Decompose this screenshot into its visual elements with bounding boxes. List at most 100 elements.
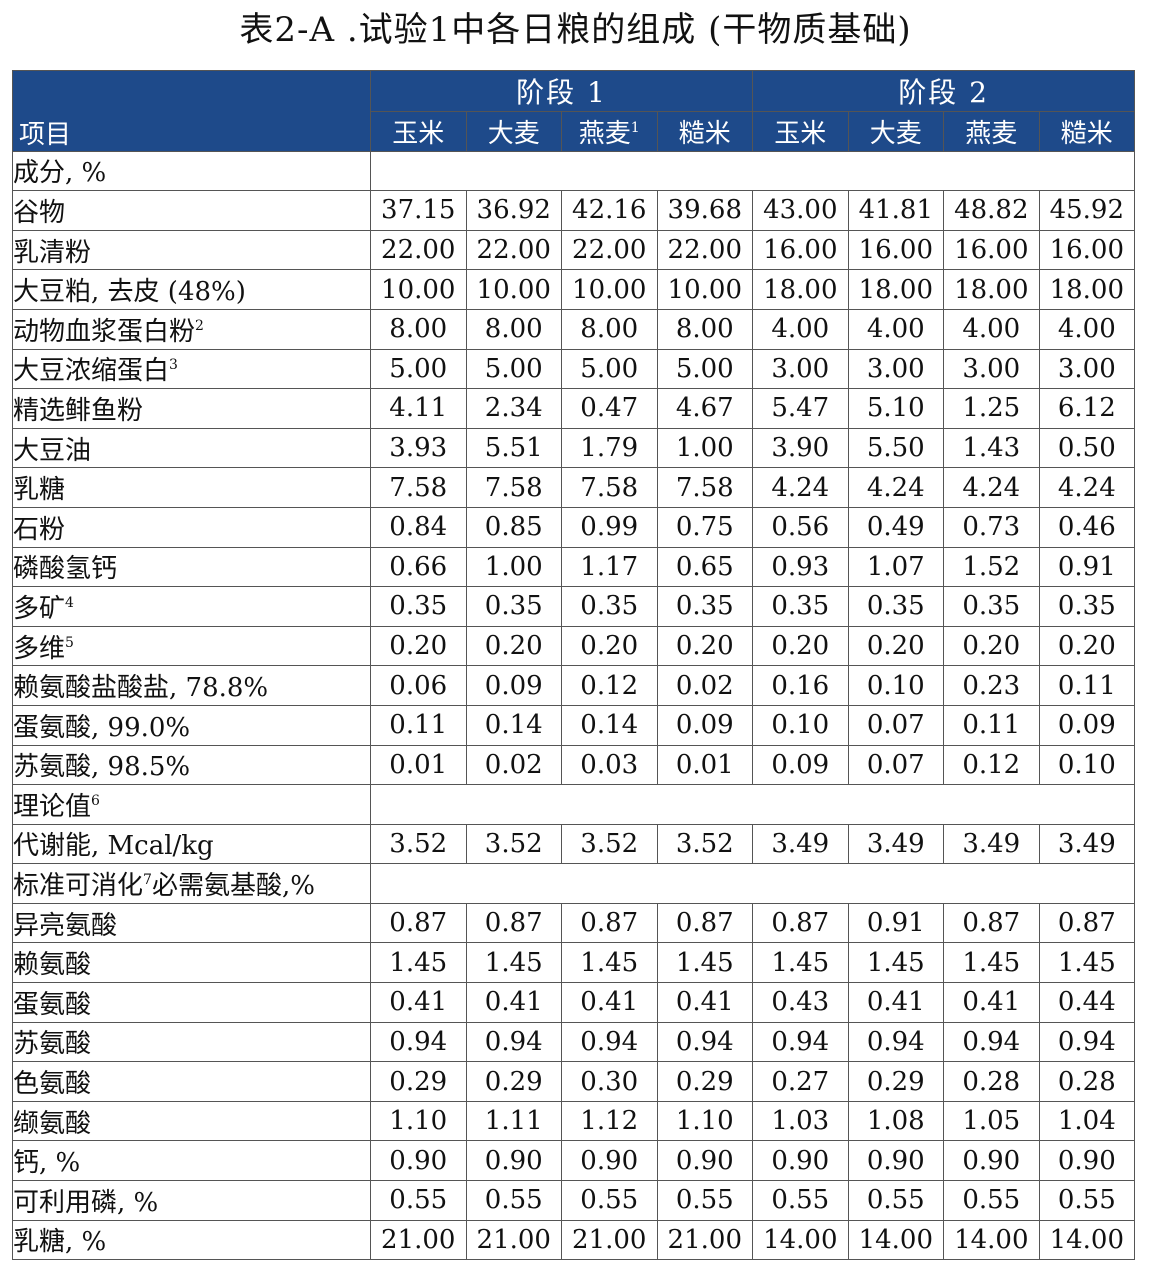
value-cell: 0.11 (370, 704, 467, 746)
value-cell: 0.46 (1038, 506, 1136, 548)
value-cell: 0.55 (561, 1180, 658, 1221)
table-row: 多矿4 0.35 0.35 0.35 0.35 0.35 0.35 0.35 0.35 (12, 586, 1136, 627)
row-label-text: 标准可消化 (13, 871, 144, 902)
value-cell: 2.34 (465, 388, 562, 429)
value-cell: 18.00 (943, 269, 1040, 310)
value-cell: 0.55 (370, 1180, 467, 1221)
row-label-text: 代谢能, Mcal/kg (13, 831, 214, 862)
value-cell: 8.00 (561, 308, 658, 350)
value-cell: 0.94 (370, 1021, 467, 1063)
value-cell: 10.00 (370, 269, 467, 310)
value-cell: 0.35 (1038, 586, 1136, 627)
table-row: 蛋氨酸, 99.0% 0.11 0.14 0.14 0.09 0.10 0.07 0.11 0.… (12, 704, 1136, 746)
section-row: 理论值6 (12, 784, 1136, 825)
value-cell: 5.00 (370, 348, 467, 390)
table-row: 赖氨酸盐酸盐, 78.8% 0.06 0.09 0.12 0.02 0.16 0.10 0.2… (12, 665, 1136, 706)
grain-column-header: 大麦 (465, 111, 562, 152)
value-cell: 0.35 (943, 586, 1040, 627)
value-cell: 3.00 (752, 348, 849, 390)
row-label-text: 磷酸氢钙 (13, 554, 118, 585)
row-label: 多维5 (12, 625, 371, 667)
value-cell: 0.65 (656, 546, 754, 588)
grain-column-label: 糙米 (678, 118, 731, 149)
empty-cell (369, 784, 1136, 825)
diet-composition-table: 项目 阶段 1 阶段 2 玉米 大麦 燕麦1 糙米 玉米 大麦 燕麦 糙米 成分, % 谷物 37… (12, 70, 1136, 1261)
value-cell: 1.17 (561, 546, 658, 588)
row-label: 大豆油 (12, 427, 371, 469)
row-label: 色氨酸 (12, 1061, 371, 1102)
value-cell: 0.91 (847, 902, 945, 944)
grain-column-label: 大麦 (869, 118, 922, 149)
value-cell: 3.52 (465, 823, 562, 865)
row-label-text: 异亮氨酸 (13, 910, 118, 941)
value-cell: 0.11 (943, 704, 1040, 746)
value-cell: 0.29 (370, 1061, 467, 1102)
value-cell: 3.52 (561, 823, 658, 865)
value-cell: 18.00 (1038, 269, 1136, 310)
value-cell: 0.90 (465, 1140, 562, 1182)
value-cell: 16.00 (752, 229, 849, 271)
row-label-tail: 必需氨基酸,% (151, 871, 315, 902)
value-cell: 1.05 (943, 1100, 1040, 1142)
value-cell: 0.41 (561, 982, 658, 1023)
row-label: 赖氨酸 (12, 942, 371, 984)
table-row: 乳糖, % 21.00 21.00 21.00 21.00 14.00 14.00 14.00… (12, 1219, 1136, 1261)
value-cell: 3.00 (847, 348, 945, 390)
value-cell: 0.02 (656, 665, 754, 706)
row-label: 大豆粕, 去皮 (48%) (12, 269, 371, 310)
value-cell: 0.90 (752, 1140, 849, 1182)
value-cell: 8.00 (370, 308, 467, 350)
footnote-marker: 2 (195, 317, 204, 334)
value-cell: 1.43 (943, 427, 1040, 469)
value-cell: 0.87 (752, 902, 849, 944)
value-cell: 0.94 (465, 1021, 562, 1063)
row-label-text: 大豆粕, 去皮 (48%) (13, 277, 246, 308)
row-label-text: 赖氨酸盐酸盐, 78.8% (13, 673, 269, 704)
value-cell: 0.12 (943, 744, 1040, 786)
row-label: 谷物 (12, 190, 371, 231)
value-cell: 5.10 (847, 388, 945, 429)
table-row: 谷物 37.15 36.92 42.16 39.68 43.00 41.81 48.82 45.… (12, 190, 1136, 231)
value-cell: 10.00 (656, 269, 754, 310)
value-cell: 0.28 (943, 1061, 1040, 1102)
value-cell: 0.94 (1038, 1021, 1136, 1063)
value-cell: 0.11 (1038, 665, 1136, 706)
value-cell: 10.00 (465, 269, 562, 310)
table-row: 乳糖 7.58 7.58 7.58 7.58 4.24 4.24 4.24 4.24 (12, 467, 1136, 508)
value-cell: 1.45 (370, 942, 467, 984)
value-cell: 0.94 (561, 1021, 658, 1063)
value-cell: 0.87 (561, 902, 658, 944)
value-cell: 14.00 (1038, 1219, 1136, 1261)
value-cell: 0.35 (465, 586, 562, 627)
row-label: 蛋氨酸 (12, 982, 371, 1023)
value-cell: 41.81 (847, 190, 945, 231)
value-cell: 4.24 (847, 467, 945, 508)
row-label-text: 蛋氨酸, 99.0% (13, 712, 191, 743)
value-cell: 3.49 (943, 823, 1040, 865)
row-label: 理论值6 (12, 784, 371, 825)
value-cell: 0.43 (752, 982, 849, 1023)
value-cell: 1.79 (561, 427, 658, 469)
value-cell: 0.99 (561, 506, 658, 548)
value-cell: 0.35 (561, 586, 658, 627)
value-cell: 0.87 (943, 902, 1040, 944)
table-row: 大豆粕, 去皮 (48%) 10.00 10.00 10.00 10.00 18.00 18… (12, 269, 1136, 310)
value-cell: 16.00 (847, 229, 945, 271)
value-cell: 0.09 (465, 665, 562, 706)
value-cell: 0.20 (370, 625, 467, 667)
row-label: 精选鲱鱼粉 (12, 388, 371, 429)
value-cell: 0.03 (561, 744, 658, 786)
value-cell: 1.45 (847, 942, 945, 984)
value-cell: 0.55 (943, 1180, 1040, 1221)
value-cell: 0.07 (847, 704, 945, 746)
grain-column-header: 玉米 (752, 111, 849, 152)
value-cell: 36.92 (465, 190, 562, 231)
value-cell: 0.41 (370, 982, 467, 1023)
row-label-text: 精选鲱鱼粉 (13, 395, 144, 426)
row-label: 可利用磷, % (12, 1180, 371, 1221)
value-cell: 3.49 (752, 823, 849, 865)
value-cell: 21.00 (656, 1219, 754, 1261)
table-row: 精选鲱鱼粉 4.11 2.34 0.47 4.67 5.47 5.10 1.25 6.12 (12, 388, 1136, 429)
value-cell: 0.20 (561, 625, 658, 667)
table-row: 缬氨酸 1.10 1.11 1.12 1.10 1.03 1.08 1.05 1.04 (12, 1100, 1136, 1142)
